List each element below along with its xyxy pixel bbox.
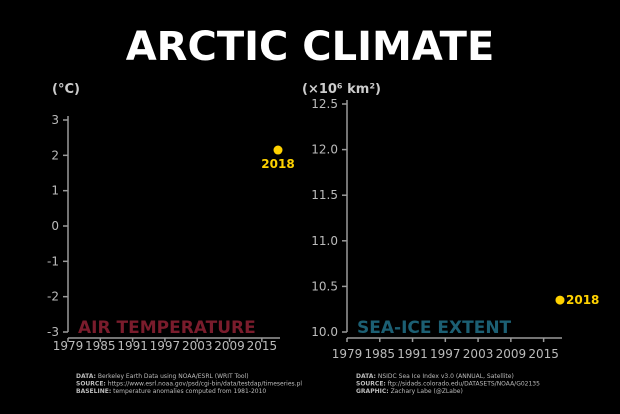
x-tick-label: 1991 — [117, 339, 148, 353]
source-note-text: Berkeley Earth Data using NOAA/ESRL (WRI… — [96, 373, 249, 380]
source-note: BASELINE: temperature anomalies computed… — [76, 388, 266, 395]
y-tick-label: 11.0 — [311, 234, 338, 248]
x-tick-label: 1979 — [332, 347, 363, 361]
data-point-label: 2018 — [261, 157, 294, 171]
y-axis-unit: (×10⁶ km²) — [302, 82, 381, 97]
x-tick-label: 2009 — [496, 347, 527, 361]
source-note-key: DATA: — [356, 373, 376, 380]
x-tick-label: 2003 — [463, 347, 494, 361]
source-note: GRAPHIC: Zachary Labe (@ZLabe) — [356, 388, 463, 395]
panel-label: SEA-ICE EXTENT — [357, 318, 512, 338]
source-note-text: temperature anomalies computed from 1981… — [111, 388, 266, 395]
x-tick-label: 1997 — [150, 339, 181, 353]
x-tick-label: 1985 — [85, 339, 116, 353]
y-tick-label: -1 — [47, 254, 59, 268]
y-tick-label: 3 — [51, 113, 59, 127]
source-note-text: ftp://sidads.colorado.edu/DATASETS/NOAA/… — [386, 381, 540, 388]
y-tick-label: -2 — [47, 290, 59, 304]
source-note-key: DATA: — [76, 373, 96, 380]
source-note: DATA: NSIDC Sea Ice Index v3.0 (ANNUAL, … — [356, 373, 514, 380]
y-tick-label: 2 — [51, 148, 59, 162]
panel-label: AIR TEMPERATURE — [78, 318, 256, 338]
y-tick-label: 12.0 — [311, 143, 338, 157]
source-note-key: SOURCE: — [76, 381, 106, 388]
data-point — [273, 145, 283, 155]
y-tick-label: 11.5 — [311, 188, 338, 202]
y-tick-label: 10.0 — [311, 325, 338, 339]
x-tick-label: 2015 — [247, 339, 278, 353]
source-note-key: GRAPHIC: — [356, 388, 389, 395]
x-tick-label: 1997 — [430, 347, 461, 361]
source-note-key: BASELINE: — [76, 388, 111, 395]
source-note: SOURCE: https://www.esrl.noaa.gov/psd/cg… — [76, 381, 302, 388]
x-tick-label: 1991 — [397, 347, 428, 361]
data-point — [555, 295, 565, 305]
y-tick-label: 1 — [51, 184, 59, 198]
x-tick-label: 2003 — [182, 339, 213, 353]
y-axis-unit: (°C) — [52, 82, 80, 97]
x-tick-label: 2009 — [214, 339, 245, 353]
data-point-label: 2018 — [566, 293, 599, 307]
source-note: DATA: Berkeley Earth Data using NOAA/ESR… — [76, 373, 249, 380]
y-tick-label: 0 — [51, 219, 59, 233]
figure-title: ARCTIC CLIMATE — [126, 24, 495, 70]
x-tick-label: 2015 — [528, 347, 559, 361]
source-note-key: SOURCE: — [356, 381, 386, 388]
y-tick-label: 10.5 — [311, 279, 338, 293]
source-note-text: Zachary Labe (@ZLabe) — [389, 388, 463, 395]
source-note: SOURCE: ftp://sidads.colorado.edu/DATASE… — [356, 381, 540, 388]
x-tick-label: 1979 — [53, 339, 84, 353]
source-note-text: https://www.esrl.noaa.gov/psd/cgi-bin/da… — [106, 381, 303, 388]
y-tick-label: 12.5 — [311, 97, 338, 111]
x-tick-label: 1985 — [364, 347, 395, 361]
source-note-text: NSIDC Sea Ice Index v3.0 (ANNUAL, Satell… — [376, 373, 514, 380]
y-tick-label: -3 — [47, 325, 59, 339]
